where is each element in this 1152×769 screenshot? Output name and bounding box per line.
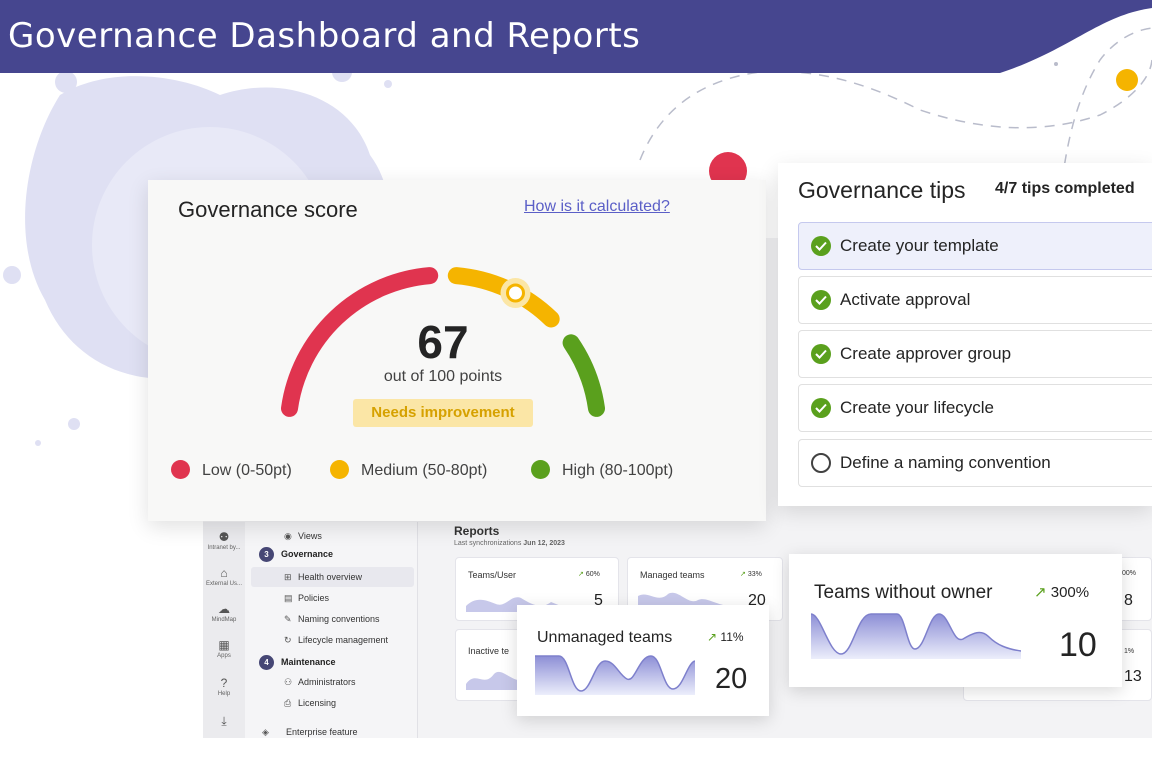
nav-item-views[interactable]: ◉ Views [284, 531, 322, 541]
score-gauge [281, 267, 605, 417]
rail-item-mindmap[interactable]: ☁ MindMap [203, 602, 245, 623]
banner-background [0, 0, 1152, 73]
diamond-icon: ◈ [262, 727, 269, 737]
rail-item-download[interactable]: ⤓ [203, 714, 245, 730]
trend-up-icon: ↗ [740, 571, 746, 578]
reports-sync: Last synchronizations Jun 12, 2023 [454, 540, 565, 547]
legend-medium: Medium (50-80pt) [330, 460, 487, 480]
gauge-arc-low [281, 267, 439, 417]
nav-active-highlight [251, 567, 414, 587]
legend-high: High (80-100pt) [531, 460, 673, 480]
card-value: 20 [715, 663, 748, 695]
nav-item-health-overview[interactable]: ⊞ Health overview [284, 572, 363, 582]
help-icon: ? [220, 676, 228, 690]
trend-up-icon: ↗ [578, 571, 584, 578]
rail-item-help[interactable]: ? Help [203, 676, 245, 697]
card-value: 10 [1059, 626, 1097, 664]
admin-icon: ⚇ [284, 677, 293, 687]
signature-icon: ✎ [284, 614, 292, 624]
rail-item-apps[interactable]: ▦ Apps [203, 638, 245, 659]
legend-low: Low (0-50pt) [171, 460, 292, 480]
trend-up-icon: ↗ [1034, 584, 1047, 601]
grid-icon: ⊞ [284, 572, 292, 582]
document-icon: ▤ [284, 593, 293, 603]
score-value: 67 [417, 316, 469, 368]
card-unmanaged-teams[interactable]: Unmanaged teams ↗ 11% 20 [517, 605, 769, 716]
sparkline-chart [535, 655, 695, 695]
tip-create-lifecycle[interactable]: Create your lifecycle [798, 384, 1152, 432]
status-badge: Needs improvement [353, 399, 533, 427]
nav-item-enterprise[interactable]: ◈ Enterprise feature [262, 727, 358, 737]
governance-score-card: Governance score How is it calculated? 6… [148, 180, 766, 521]
score-subtitle: out of 100 points [383, 368, 503, 385]
nav-item-licensing[interactable]: ⎙ Licensing [284, 698, 337, 708]
checkmark-icon [811, 236, 831, 256]
legend-dot [171, 460, 190, 479]
nav-item-administrators[interactable]: ⚇ Administrators [284, 677, 356, 687]
download-icon: ⤓ [221, 714, 227, 728]
checkmark-icon [811, 290, 831, 310]
tip-activate-approval[interactable]: Activate approval [798, 276, 1152, 324]
side-nav [245, 522, 418, 738]
card-title: Governance score [178, 197, 358, 222]
tip-create-approver-group[interactable]: Create approver group [798, 330, 1152, 378]
app-rail: ⚉ Intranet by... ⌂ External Us... ☁ Mind… [203, 522, 245, 738]
brain-icon: ☁ [218, 602, 230, 616]
checkmark-icon [811, 398, 831, 418]
legend-dot [330, 460, 349, 479]
trend-up-icon: ↗ [707, 630, 718, 644]
card-title: Governance tips [798, 177, 966, 203]
header-banner: Governance Dashboard and Reports [0, 0, 1152, 80]
cycle-icon: ↻ [284, 635, 292, 645]
tip-define-naming-convention[interactable]: Define a naming convention [798, 439, 1152, 487]
rail-item-intranet[interactable]: ⚉ Intranet by... [203, 530, 245, 551]
reports-title: Reports [454, 524, 500, 538]
empty-circle-icon [811, 453, 831, 473]
sparkline [466, 671, 526, 690]
apps-icon: ▦ [218, 638, 230, 652]
card-title: Unmanaged teams [537, 629, 673, 646]
card-title: Teams without owner [814, 582, 993, 603]
license-icon: ⎙ [284, 698, 292, 708]
nav-section-maintenance[interactable]: 4 Maintenance [259, 655, 336, 670]
tips-progress: 4/7 tips completed [995, 180, 1135, 197]
legend-dot [531, 460, 550, 479]
gauge-arc-high [562, 334, 605, 417]
nav-item-policies[interactable]: ▤ Policies [284, 593, 330, 603]
people-icon: ⚉ [218, 530, 230, 544]
nav-item-lifecycle[interactable]: ↻ Lifecycle management [284, 635, 389, 645]
governance-tips-card: Governance tips 4/7 tips completed Creat… [778, 163, 1152, 506]
tip-create-template[interactable]: Create your template [798, 222, 1152, 270]
how-calculated-link[interactable]: How is it calculated? [524, 198, 670, 215]
building-icon: ⌂ [220, 566, 228, 580]
page-title: Governance Dashboard and Reports [8, 16, 641, 56]
gauge-marker-dot [506, 283, 525, 303]
sparkline-chart [811, 613, 1021, 659]
card-teams-without-owner[interactable]: Teams without owner ↗ 300% 10 [789, 554, 1122, 687]
nav-section-governance[interactable]: 3 Governance [259, 547, 333, 562]
rail-item-external[interactable]: ⌂ External Us... [203, 566, 245, 587]
nav-item-naming-conventions[interactable]: ✎ Naming conventions [284, 614, 380, 624]
checkmark-icon [811, 344, 831, 364]
eye-icon: ◉ [284, 531, 292, 541]
